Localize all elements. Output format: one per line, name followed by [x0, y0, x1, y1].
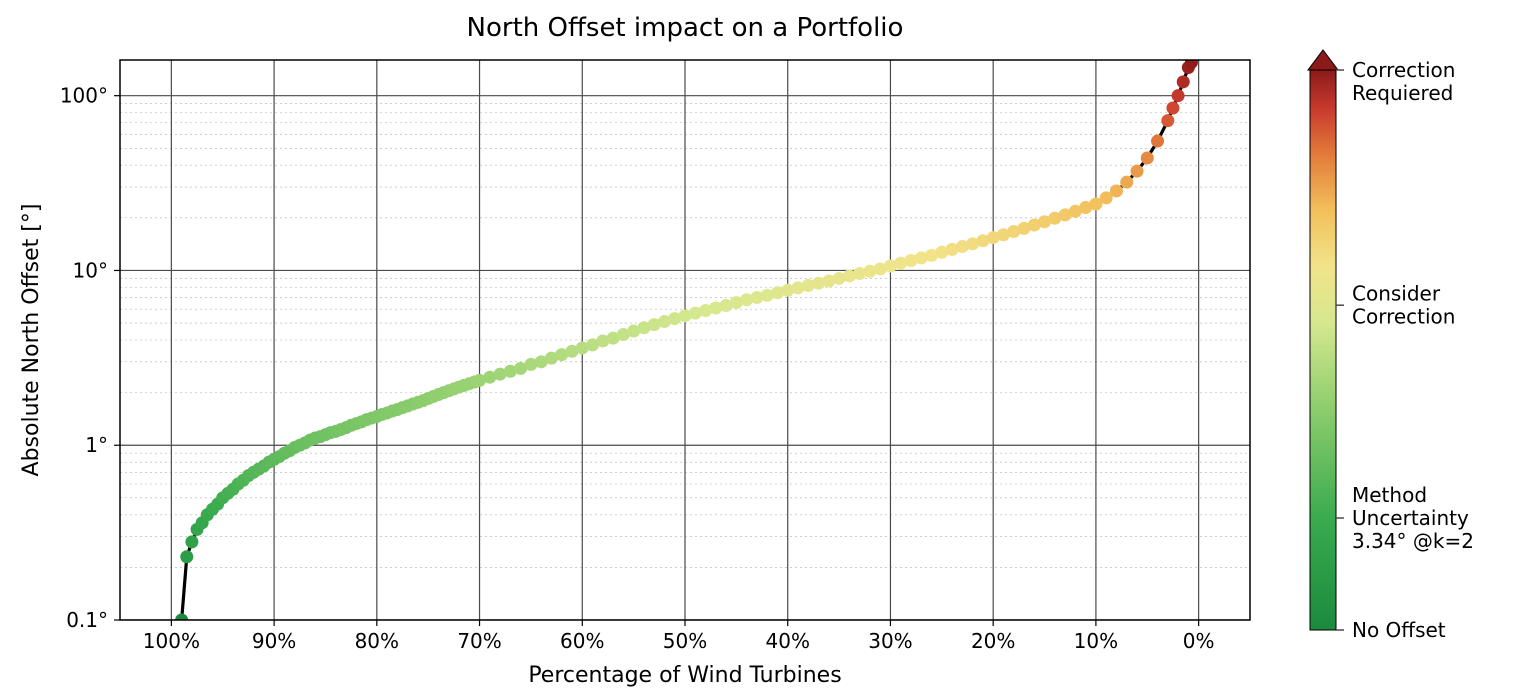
x-tick-label: 80%: [355, 629, 399, 653]
x-tick-label: 30%: [868, 629, 912, 653]
y-tick-label: 10°: [73, 258, 108, 282]
chart-svg: 100% 90% 80% 70% 60% 50% 40% 30% 20% 10% 0% 0.1° 1° 1…: [0, 0, 1536, 694]
data-marker: [1141, 151, 1154, 164]
colorbar-label: CorrectionRequiered: [1352, 58, 1455, 105]
colorbar-arrow-icon: [1308, 50, 1338, 70]
colorbar-label: MethodUncertainty3.34° @k=2: [1352, 483, 1474, 553]
x-tick-label: 0%: [1183, 629, 1215, 653]
x-tick-label: 50%: [663, 629, 707, 653]
colorbar-label: ConsiderCorrection: [1352, 282, 1455, 329]
x-tick-label: 70%: [457, 629, 501, 653]
x-axis-label: Percentage of Wind Turbines: [528, 663, 841, 688]
chart-title: North Offset impact on a Portfolio: [467, 13, 904, 43]
data-marker: [1161, 114, 1174, 127]
data-marker: [1120, 176, 1133, 189]
x-tick-label: 100%: [143, 629, 200, 653]
colorbar: [1310, 70, 1336, 630]
chart-container: { "canvas": {"w":1536,"h":694}, "plot": …: [0, 0, 1536, 694]
y-tick-label: 1°: [85, 433, 108, 457]
x-tick-label: 40%: [766, 629, 810, 653]
y-axis-label: Absolute North Offset [°]: [19, 204, 44, 477]
data-marker: [1185, 56, 1198, 69]
x-tick-label: 20%: [971, 629, 1015, 653]
x-tick-label: 60%: [560, 629, 604, 653]
data-marker: [1151, 135, 1164, 148]
data-marker: [1172, 89, 1185, 102]
x-tick-label: 90%: [252, 629, 296, 653]
data-marker: [1110, 184, 1123, 197]
y-tick-label: 100°: [60, 84, 108, 108]
data-marker: [1177, 75, 1190, 88]
data-marker: [1166, 102, 1179, 115]
colorbar-label: No Offset: [1352, 618, 1446, 642]
y-tick-label: 0.1°: [66, 608, 108, 632]
x-tick-label: 10%: [1074, 629, 1118, 653]
data-marker: [1131, 165, 1144, 178]
data-marker: [180, 550, 193, 563]
data-marker: [185, 535, 198, 548]
